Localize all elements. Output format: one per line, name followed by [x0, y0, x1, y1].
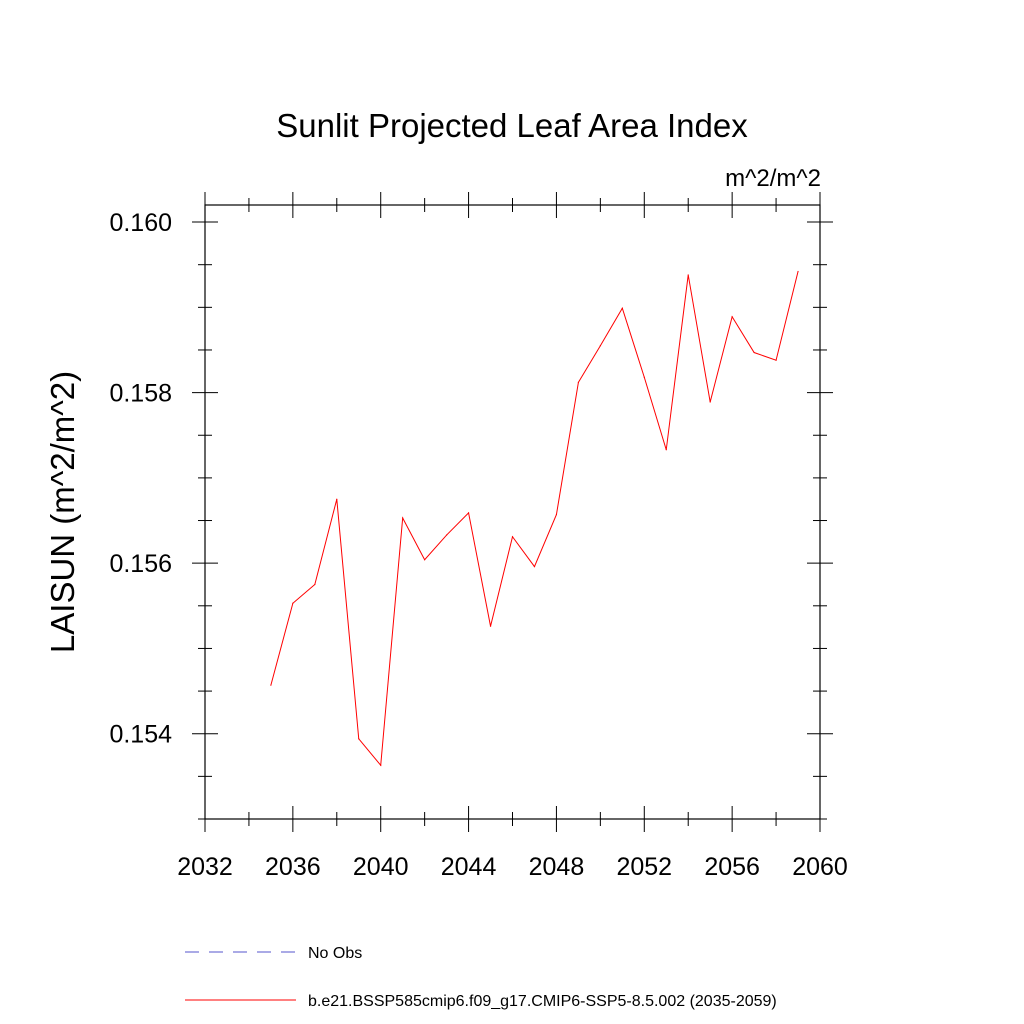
plot-frame [204, 204, 821, 820]
x-tick-label: 2048 [529, 853, 585, 881]
data-point [424, 559, 426, 561]
y-tick-label: 0.158 [109, 380, 172, 408]
x-tick-label: 2032 [177, 853, 233, 881]
data-point [665, 449, 667, 451]
data-point [511, 536, 514, 538]
data-point [753, 351, 755, 354]
y-axis-label: LAISUN (m^2/m^2) [44, 371, 81, 653]
data-point [599, 345, 601, 347]
data-point [380, 764, 382, 766]
units-label: m^2/m^2 [725, 165, 821, 192]
legend-label: No Obs [308, 945, 362, 962]
series-line [270, 271, 799, 767]
x-tick-label: 2052 [616, 853, 672, 881]
legend: No Obs b.e21.BSSP585cmip6.f09_g17.CMIP6-S… [185, 945, 777, 1010]
tick-labels: 2032 2036 2040 2044 2048 2052 2056 2060 0.154 0.1… [109, 209, 847, 881]
y-tick-label: 0.156 [109, 550, 172, 578]
data-point [336, 498, 338, 500]
chart-title: Sunlit Projected Leaf Area Index [276, 107, 748, 144]
data-point [446, 534, 448, 536]
data-point [314, 583, 316, 586]
x-tick-label: 2056 [704, 853, 760, 881]
data-point [709, 401, 711, 403]
axis-ticks [192, 192, 833, 832]
data-point [687, 274, 689, 276]
data-point [533, 565, 536, 568]
data-point [358, 738, 360, 740]
data-point [292, 602, 294, 604]
x-tick-label: 2036 [265, 853, 321, 881]
data-point [555, 513, 558, 516]
series-layer [270, 270, 799, 767]
data-point [489, 625, 492, 627]
x-tick-label: 2040 [353, 853, 409, 881]
data-point [467, 512, 470, 514]
data-point [270, 684, 272, 686]
y-tick-label: 0.160 [109, 209, 172, 237]
x-tick-label: 2044 [441, 853, 497, 881]
data-point [797, 270, 799, 273]
data-point [731, 316, 733, 318]
data-point [402, 517, 404, 519]
data-point [775, 359, 777, 361]
data-point [643, 376, 645, 378]
data-point [577, 381, 579, 383]
legend-label: b.e21.BSSP585cmip6.f09_g17.CMIP6-SSP5-8.… [308, 993, 777, 1010]
data-point [621, 307, 623, 309]
y-tick-label: 0.154 [109, 721, 172, 749]
x-tick-label: 2060 [792, 853, 848, 881]
